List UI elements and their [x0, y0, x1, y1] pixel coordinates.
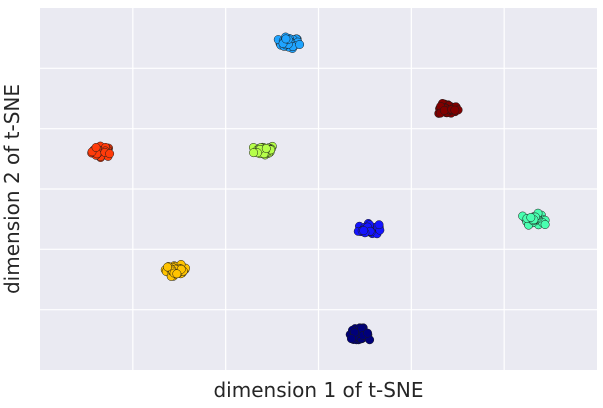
cluster-7	[160, 260, 190, 281]
cluster-2	[273, 32, 305, 53]
data-point	[172, 269, 182, 279]
data-point	[105, 149, 115, 159]
data-points	[87, 32, 550, 345]
data-point	[374, 220, 384, 230]
data-point	[163, 262, 172, 272]
y-axis-label: dimension 2 of t-SNE	[0, 84, 24, 294]
cluster-6	[353, 219, 385, 239]
cluster-4	[248, 141, 277, 160]
cluster-8	[345, 323, 375, 345]
data-point	[359, 226, 369, 236]
gridlines	[40, 8, 597, 370]
data-point	[346, 334, 356, 344]
data-point	[526, 213, 536, 222]
data-point	[261, 144, 271, 153]
data-point	[439, 105, 449, 115]
data-point	[540, 220, 550, 230]
cluster-5	[518, 208, 550, 230]
data-point	[91, 143, 101, 152]
data-point	[281, 34, 291, 44]
x-axis-label: dimension 1 of t-SNE	[213, 378, 423, 402]
data-point	[450, 105, 460, 115]
data-point	[363, 328, 373, 338]
data-point	[249, 148, 259, 158]
data-point	[295, 40, 305, 49]
cluster-3	[434, 99, 463, 118]
cluster-1	[87, 141, 115, 163]
